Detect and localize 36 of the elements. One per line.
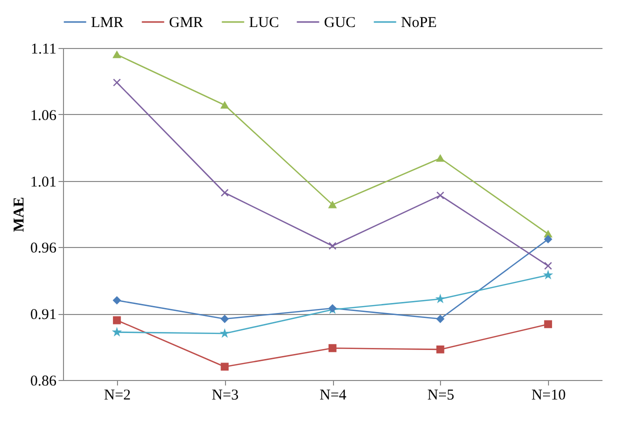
point	[112, 316, 121, 324]
y-axis-title: MAE	[11, 197, 28, 232]
y-tick-label: 1.11	[30, 42, 56, 58]
x-tick-label: N=2	[104, 388, 131, 404]
legend-label: NoPE	[401, 15, 437, 31]
point	[436, 346, 444, 354]
y-tick-label: 0.96	[30, 240, 57, 257]
x-tick-label: N=5	[427, 388, 454, 404]
legend-label: GUC	[324, 15, 356, 31]
y-tick-label: 1.01	[30, 174, 56, 190]
x-tick-label: N=3	[212, 388, 239, 404]
point	[328, 344, 336, 352]
y-tick-label: 0.91	[30, 307, 56, 324]
point	[112, 51, 121, 58]
point	[436, 191, 444, 200]
point	[112, 296, 121, 304]
y-tick-label: 1.06	[30, 108, 57, 124]
point	[436, 314, 444, 323]
point	[328, 242, 336, 250]
legend-label: GMR	[169, 15, 204, 31]
point	[220, 188, 229, 197]
point	[220, 362, 229, 371]
y-tick-label: 0.86	[30, 374, 57, 390]
point	[112, 78, 121, 86]
point	[436, 154, 444, 162]
legend-label: LUC	[249, 15, 279, 31]
point	[113, 328, 121, 336]
point	[328, 201, 336, 208]
point	[544, 320, 552, 328]
point	[220, 102, 229, 109]
point	[220, 314, 229, 323]
legend-label: LMR	[91, 15, 124, 31]
point	[544, 262, 552, 270]
point	[544, 235, 552, 244]
x-tick-label: N=10	[531, 388, 566, 404]
x-tick-label: N=4	[320, 388, 347, 404]
